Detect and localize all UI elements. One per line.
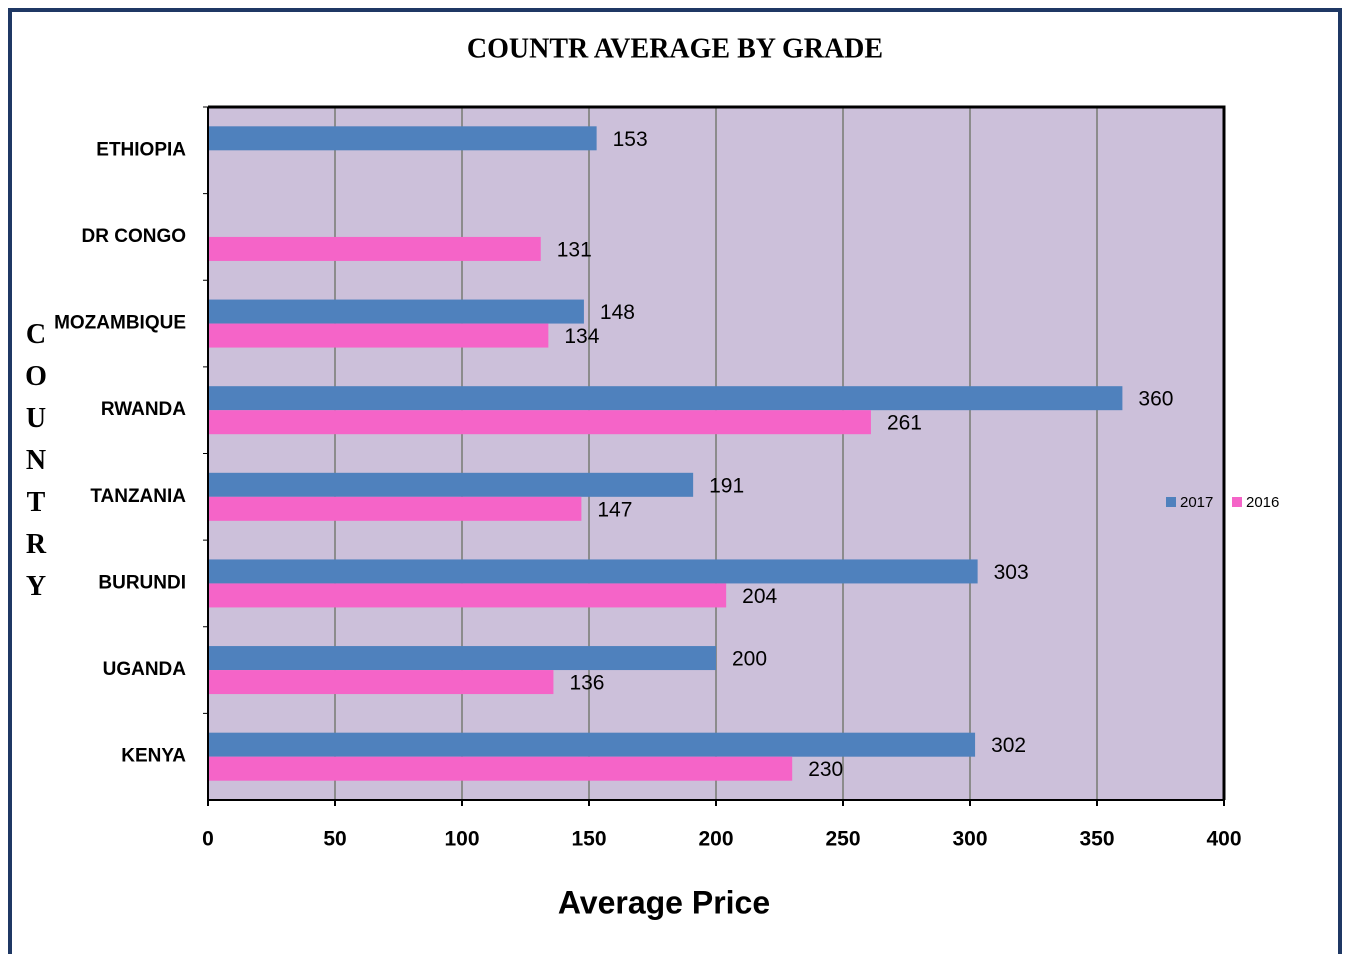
y-axis-label: COUNTRY xyxy=(25,319,47,602)
x-tick-label: 0 xyxy=(202,828,214,851)
data-label: 200 xyxy=(732,648,767,671)
x-tick-label: 150 xyxy=(571,828,606,851)
bar xyxy=(208,410,871,435)
legend-swatch xyxy=(1166,497,1176,507)
y-tick-label: MOZAMBIQUE xyxy=(54,313,186,334)
data-label: 360 xyxy=(1138,388,1173,411)
y-tick-label: BURUNDI xyxy=(98,572,186,593)
bar xyxy=(208,732,976,757)
bar xyxy=(208,299,584,324)
data-label: 302 xyxy=(991,734,1026,757)
data-label: 303 xyxy=(994,561,1029,584)
legend-label: 2016 xyxy=(1246,494,1279,511)
x-tick-label: 100 xyxy=(444,828,479,851)
legend-swatch xyxy=(1232,497,1242,507)
x-tick-label: 50 xyxy=(323,828,346,851)
x-tick-label: 400 xyxy=(1206,828,1241,851)
data-label: 230 xyxy=(808,758,843,781)
bar xyxy=(208,756,793,781)
y-tick-label: UGANDA xyxy=(103,659,187,680)
bar xyxy=(208,386,1123,411)
bar xyxy=(208,236,541,261)
chart-title: COUNTR AVERAGE BY GRADE xyxy=(467,33,883,64)
bar xyxy=(208,646,716,671)
bar xyxy=(208,583,727,608)
bar xyxy=(208,126,597,151)
data-label: 261 xyxy=(887,412,922,435)
x-tick-label: 300 xyxy=(952,828,987,851)
y-tick-label: RWANDA xyxy=(101,399,186,420)
data-label: 204 xyxy=(742,585,777,608)
bar xyxy=(208,323,549,348)
y-tick-label: DR CONGO xyxy=(82,226,187,247)
bar xyxy=(208,670,554,695)
bar xyxy=(208,472,694,497)
bar xyxy=(208,559,978,584)
data-label: 134 xyxy=(564,325,599,348)
x-tick-label: 350 xyxy=(1079,828,1114,851)
legend-label: 2017 xyxy=(1180,494,1213,511)
plot-border xyxy=(208,105,1226,800)
x-tick-label: 250 xyxy=(825,828,860,851)
y-tick-label: KENYA xyxy=(121,746,186,767)
y-tick-label: ETHIOPIA xyxy=(96,139,186,160)
x-tick-label: 200 xyxy=(698,828,733,851)
y-tick-label: TANZANIA xyxy=(90,486,186,507)
data-label: 153 xyxy=(613,128,648,151)
data-label: 131 xyxy=(557,238,592,261)
bar xyxy=(208,496,582,521)
data-label: 148 xyxy=(600,301,635,324)
data-label: 147 xyxy=(597,498,632,521)
data-label: 191 xyxy=(709,474,744,497)
x-axis-label: Average Price xyxy=(558,884,770,920)
data-label: 136 xyxy=(569,672,604,695)
